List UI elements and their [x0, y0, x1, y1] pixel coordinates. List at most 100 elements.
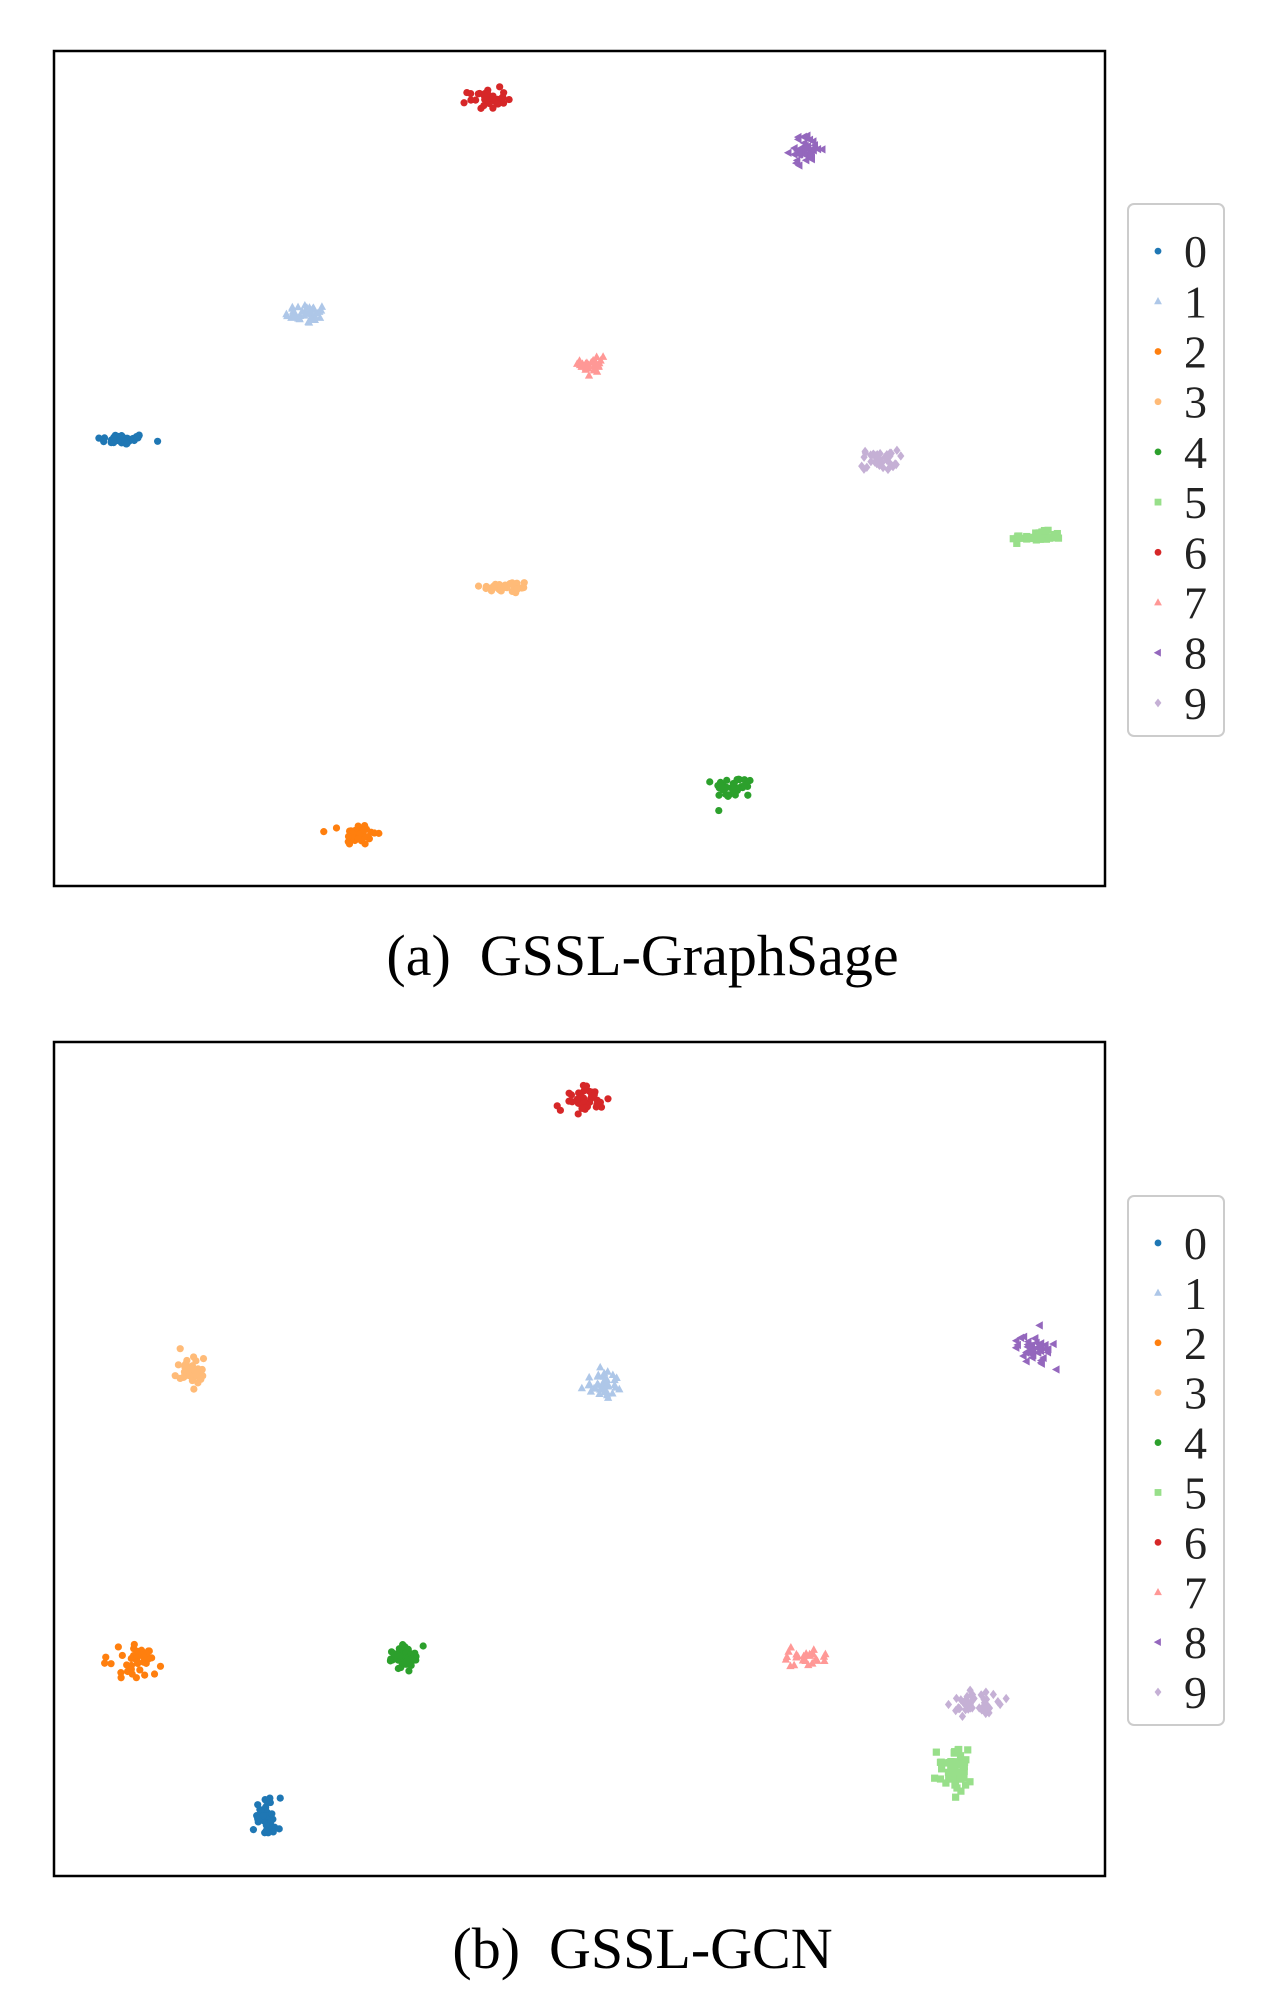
- data-point: [950, 1762, 958, 1770]
- data-point: [715, 806, 723, 815]
- data-point: [989, 1689, 997, 1700]
- data-point: [1035, 1321, 1043, 1330]
- data-point: [783, 148, 792, 157]
- data-point: [861, 448, 869, 458]
- data-point: [784, 1647, 793, 1655]
- data-point: [802, 131, 811, 140]
- data-point: [1039, 1353, 1047, 1363]
- legend-marker-3: [1154, 1389, 1162, 1397]
- data-point: [199, 1355, 208, 1363]
- data-point: [141, 1671, 149, 1679]
- data-point: [952, 1793, 960, 1801]
- data-point: [740, 776, 749, 784]
- legend-marker-4: [1154, 448, 1162, 456]
- data-point: [156, 1662, 165, 1670]
- data-point: [596, 1362, 605, 1371]
- legend-label-5: 5: [1184, 1467, 1207, 1518]
- data-point: [399, 1641, 407, 1649]
- data-point: [1013, 1340, 1021, 1350]
- cluster-5: [1009, 526, 1063, 547]
- data-point: [1023, 534, 1031, 542]
- data-point: [1046, 534, 1054, 542]
- data-point: [985, 1708, 993, 1718]
- data-point: [344, 832, 353, 841]
- data-point: [958, 1711, 967, 1722]
- data-point: [596, 356, 605, 364]
- data-point: [584, 371, 594, 379]
- data-point: [136, 1666, 144, 1674]
- data-point: [735, 784, 743, 792]
- data-point: [966, 1703, 974, 1713]
- data-point: [118, 1651, 126, 1660]
- cluster-1: [282, 300, 327, 326]
- data-point: [706, 778, 714, 786]
- data-point: [1016, 1333, 1025, 1342]
- data-point: [960, 1763, 968, 1771]
- cluster-3: [474, 579, 528, 597]
- data-point: [176, 1345, 184, 1353]
- data-point: [306, 307, 315, 315]
- data-point: [174, 1361, 183, 1369]
- data-point: [1030, 1334, 1039, 1343]
- data-point: [954, 1746, 962, 1754]
- data-point: [985, 1703, 994, 1713]
- data-point: [735, 775, 743, 783]
- data-point: [936, 1775, 945, 1783]
- legend-label-0: 0: [1184, 226, 1207, 277]
- data-point: [886, 448, 894, 458]
- data-point: [792, 1652, 801, 1661]
- data-point: [722, 790, 730, 798]
- data-point: [275, 1825, 283, 1833]
- cluster-3: [171, 1345, 208, 1393]
- data-point: [715, 791, 723, 799]
- data-point: [981, 1706, 989, 1716]
- data-point: [805, 135, 814, 144]
- data-point: [276, 1794, 284, 1802]
- cluster-7: [781, 1642, 830, 1670]
- data-point: [715, 784, 723, 792]
- data-point: [603, 1367, 612, 1375]
- data-point: [968, 1695, 977, 1706]
- data-point: [592, 352, 601, 361]
- data-point: [963, 1691, 971, 1702]
- legend-label-5: 5: [1184, 477, 1207, 528]
- data-point: [892, 459, 900, 470]
- data-point: [130, 1640, 138, 1649]
- data-point: [794, 145, 803, 154]
- data-point: [360, 826, 368, 834]
- data-point: [957, 1787, 965, 1795]
- data-point: [480, 101, 488, 110]
- data-point: [1040, 526, 1049, 535]
- data-point: [961, 1781, 970, 1789]
- data-point: [801, 156, 810, 165]
- data-point: [474, 582, 483, 590]
- data-point: [809, 1645, 818, 1653]
- data-point: [1002, 1693, 1010, 1704]
- data-point: [386, 1657, 395, 1665]
- data-point: [489, 92, 497, 100]
- data-point: [978, 1703, 986, 1713]
- legend-marker-6: [1154, 1538, 1162, 1546]
- data-point: [180, 1373, 188, 1381]
- data-point: [268, 1810, 276, 1818]
- legend-marker-5: [1154, 498, 1162, 506]
- data-point: [980, 1698, 989, 1708]
- data-point: [345, 840, 354, 848]
- legend-label-6: 6: [1184, 1517, 1207, 1568]
- legend-label-9: 9: [1184, 678, 1207, 729]
- data-point: [604, 1095, 612, 1103]
- data-point: [953, 1784, 961, 1792]
- data-point: [496, 83, 504, 91]
- data-point: [884, 464, 892, 475]
- cluster-1: [577, 1362, 624, 1401]
- cluster-8: [1011, 1321, 1060, 1374]
- data-point: [592, 367, 602, 375]
- data-point: [262, 1797, 270, 1805]
- data-point: [556, 1106, 564, 1114]
- data-point: [820, 1656, 829, 1664]
- data-point: [190, 1385, 198, 1393]
- data-point: [1034, 1343, 1043, 1352]
- legend-marker-9: [1154, 1687, 1162, 1697]
- data-point: [290, 311, 299, 320]
